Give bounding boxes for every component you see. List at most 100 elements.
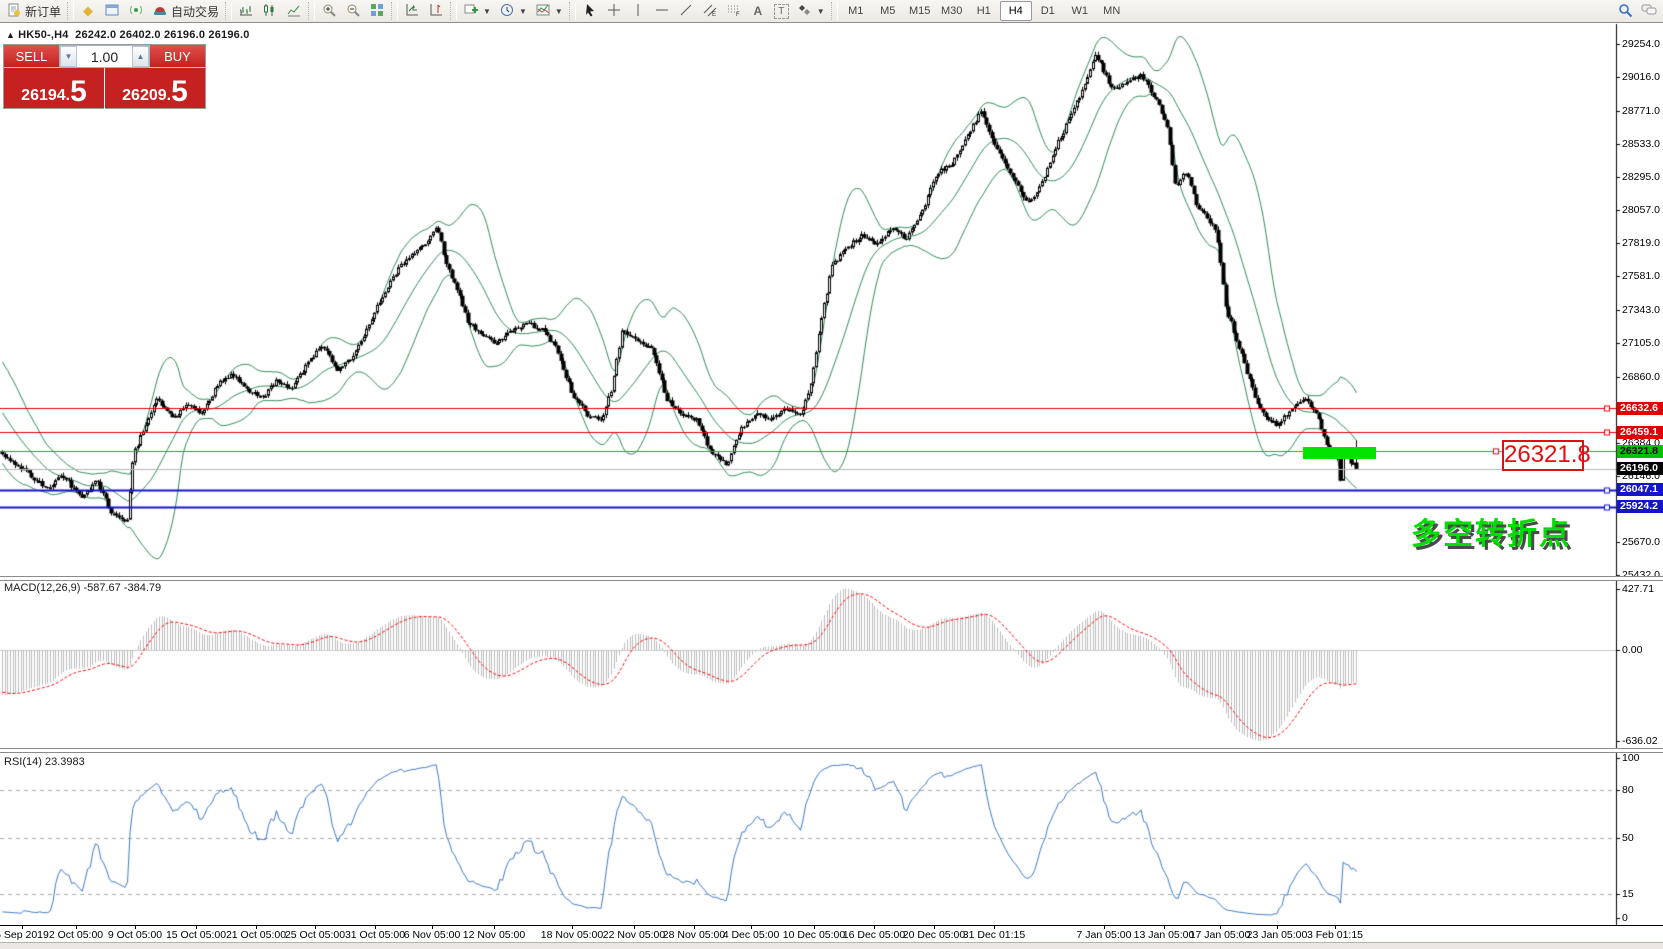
highlight-rectangle[interactable] — [1303, 447, 1376, 459]
tile-windows-icon — [369, 3, 385, 19]
text-tool-button[interactable]: A — [746, 0, 770, 22]
text-label-icon: T — [773, 3, 789, 19]
periodicity-button[interactable]: ▼ — [495, 0, 531, 22]
dropdown-caret-icon: ▼ — [518, 6, 527, 16]
y-axis-tick: 29254.0 — [1622, 37, 1660, 50]
x-axis-tick — [196, 925, 197, 929]
search-icon[interactable] — [1617, 3, 1633, 19]
x-axis-tick — [135, 925, 136, 929]
buy-price-frac: 5 — [171, 75, 188, 108]
timeframe-m5[interactable]: M5 — [880, 5, 896, 17]
timeframe-h4[interactable]: H4 — [999, 1, 1032, 21]
macd-indicator-label: MACD(12,26,9) -587.67 -384.79 — [4, 582, 162, 594]
y-axis-tick: 26860.0 — [1622, 370, 1660, 383]
signal-icon — [128, 3, 144, 19]
new-chart-icon — [463, 3, 479, 19]
rsi-indicator-label: RSI(14) 23.3983 — [4, 756, 85, 768]
timeframe-m15[interactable]: M15 — [909, 5, 931, 17]
new-chart-button[interactable]: ▼ — [459, 0, 495, 22]
chinese-annotation-text[interactable]: 多空转折点 — [1411, 518, 1571, 551]
data-window-button[interactable] — [100, 0, 124, 22]
timeframe-mn[interactable]: MN — [1103, 5, 1121, 17]
buy-price-main: 26209 — [122, 87, 167, 104]
vertical-line-tool-button[interactable] — [626, 0, 650, 22]
equidistant-channel-tool-button[interactable]: E — [698, 0, 722, 22]
timeframe-h1[interactable]: H1 — [976, 5, 991, 17]
price-callout-box[interactable]: 26321.8 — [1502, 440, 1591, 471]
price-line-badge[interactable]: 26459.1 — [1617, 425, 1663, 439]
line-chart-button[interactable] — [282, 0, 306, 22]
channel-letter: E — [712, 12, 716, 17]
rsi-axis-tick: 80 — [1622, 784, 1634, 796]
text-label-tool-button[interactable]: T — [770, 0, 793, 22]
auto-scroll-button[interactable] — [400, 0, 424, 22]
fibonacci-tool-button[interactable]: F — [722, 0, 746, 22]
auto-trading-button[interactable]: 自动交易 — [148, 0, 223, 22]
panel-separator[interactable] — [0, 748, 1663, 753]
volume-decrease-button[interactable]: ▼ — [60, 46, 77, 67]
panel-separator[interactable] — [0, 576, 1663, 581]
new-order-button[interactable]: 新订单 — [2, 0, 65, 22]
trendline-tool-button[interactable] — [674, 0, 698, 22]
price-line-badge[interactable]: 26196.0 — [1617, 462, 1663, 476]
line-chart-icon — [286, 3, 302, 19]
timeframe-m30[interactable]: M30 — [941, 5, 963, 17]
y-axis-tick: 25670.0 — [1622, 535, 1660, 548]
timeframe-d1[interactable]: D1 — [1040, 5, 1055, 17]
indicators-button[interactable]: ▼ — [531, 0, 567, 22]
crosshair-tool-button[interactable] — [602, 0, 626, 22]
chat-icon[interactable] — [1641, 3, 1657, 19]
x-axis-tick — [1335, 925, 1336, 929]
volume-input[interactable]: 1.00 — [90, 48, 119, 65]
tile-windows-button[interactable] — [365, 0, 389, 22]
cursor-tool-button[interactable] — [578, 0, 602, 22]
price-line-badge[interactable]: 26047.1 — [1617, 483, 1663, 497]
buy-button[interactable]: BUY — [150, 45, 205, 68]
price-line-badge[interactable]: 25924.2 — [1617, 500, 1663, 514]
sell-button[interactable]: SELL — [4, 45, 59, 68]
y-axis-tick: 28771.0 — [1622, 105, 1660, 118]
volume-spinner: ▼ 1.00 ▲ — [59, 45, 150, 68]
timeframe-m1[interactable]: M1 — [848, 5, 864, 17]
market-watch-button[interactable]: ◆ — [76, 0, 100, 22]
x-axis-tick — [994, 925, 995, 929]
cursor-icon — [582, 3, 598, 19]
symbol-period-label: HK50-,H4 — [18, 29, 69, 41]
toolbar-separator — [450, 2, 458, 20]
crosshair-icon — [606, 3, 622, 19]
bar-chart-button[interactable] — [234, 0, 258, 22]
x-axis-label: 22 Nov 05:00 — [602, 929, 666, 941]
arrows-tool-button[interactable]: ▼ — [793, 0, 829, 22]
signals-button[interactable] — [124, 0, 148, 22]
candlestick-chart-button[interactable] — [258, 0, 282, 22]
x-axis-tick — [432, 925, 433, 929]
buy-price[interactable]: 26209. 5 — [105, 68, 205, 109]
sell-price[interactable]: 26194. 5 — [4, 68, 104, 109]
fibonacci-icon: F — [726, 3, 742, 19]
x-axis-tick — [256, 925, 257, 929]
x-axis-label: 13 Jan 05:00 — [1133, 929, 1195, 941]
y-axis-tick: 28533.0 — [1622, 138, 1660, 151]
timeframe-w1[interactable]: W1 — [1071, 5, 1088, 17]
x-axis-tick — [751, 925, 752, 929]
dropdown-caret-icon: ▼ — [554, 6, 563, 16]
volume-increase-button[interactable]: ▲ — [132, 46, 149, 67]
horizontal-line-tool-button[interactable] — [650, 0, 674, 22]
chart-shift-button[interactable] — [424, 0, 448, 22]
zoom-in-button[interactable] — [317, 0, 341, 22]
zoom-out-button[interactable] — [341, 0, 365, 22]
buy-price-point: . — [166, 87, 172, 104]
x-axis-label: 31 Oct 05:00 — [344, 929, 406, 941]
sell-price-frac: 5 — [70, 75, 87, 108]
price-line-badge[interactable]: 26632.6 — [1617, 401, 1663, 415]
one-click-trading-panel: SELL ▼ 1.00 ▲ BUY 26194. 5 26209. 5 — [3, 44, 206, 109]
chart-shift-icon — [428, 3, 444, 19]
x-axis-label: 4 Dec 05:00 — [722, 929, 780, 941]
x-axis-tick — [634, 925, 635, 929]
y-axis-tick: 29016.0 — [1622, 71, 1660, 84]
sell-price-main: 26194 — [21, 87, 66, 104]
direction-arrow-icon: ▲ — [6, 30, 16, 40]
x-axis-tick — [572, 925, 573, 929]
price-line-badge[interactable]: 26321.8 — [1617, 444, 1663, 458]
